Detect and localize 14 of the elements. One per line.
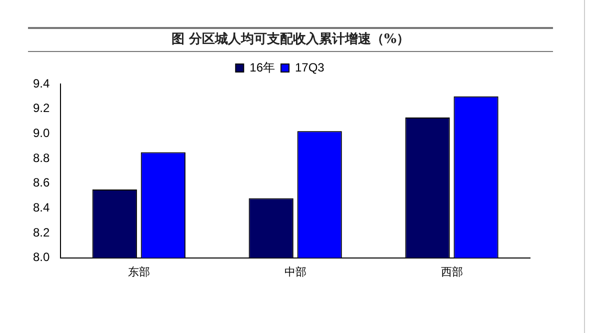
x-tick-label: 西部 (440, 265, 463, 278)
y-tick-label: 8.2 (32, 225, 50, 240)
legend-label: 16年 (250, 60, 276, 74)
y-tick-label: 8.4 (32, 200, 50, 214)
y-tick-label: 9.4 (32, 76, 50, 90)
y-tick-label: 8.8 (32, 150, 50, 165)
y-tick-label: 8.6 (32, 176, 50, 190)
x-tick-label: 中部 (284, 265, 306, 278)
y-tick-label: 9.2 (32, 101, 50, 116)
y-tick-label: 8.0 (32, 250, 50, 264)
x-tick-label: 东部 (128, 265, 150, 278)
y-tick-label: 9.0 (32, 126, 50, 140)
chart-title: 图 分区城人均可支配收入累计增速（%） (28, 27, 553, 52)
legend-label: 17Q3 (294, 60, 325, 74)
